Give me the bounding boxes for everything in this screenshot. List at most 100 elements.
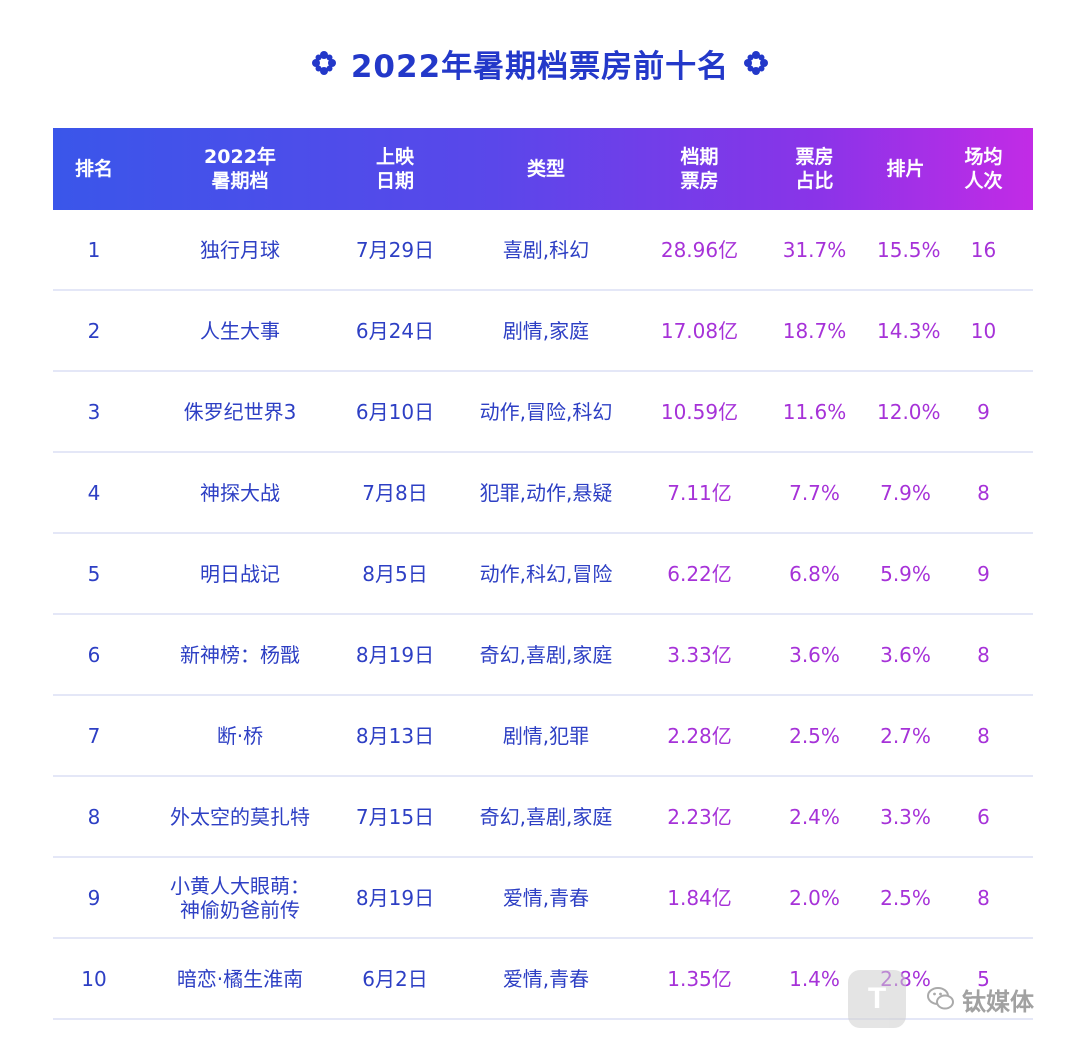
schedule-cell: 5.9% — [880, 561, 931, 586]
film-name-cell: 新神榜：杨戬 — [180, 642, 300, 667]
release-date-cell: 7月15日 — [355, 804, 435, 829]
rank-cell: 6 — [87, 642, 101, 667]
release-date-cell: 8月19日 — [355, 885, 435, 910]
box-office-cell: 1.84亿 — [667, 885, 732, 910]
avg-attendance-cell: 8 — [977, 885, 990, 910]
box-office-table: 排名 2022年 暑期档 上映 日期 类型 档期 票房 票房 占比 排片 场均 … — [53, 128, 1033, 1020]
schedule-cell: 12.0% — [877, 399, 941, 424]
film-name-cell: 神探大战 — [200, 480, 280, 505]
share-cell: 2.5% — [789, 723, 840, 748]
header-schedule: 排片 — [886, 158, 925, 180]
release-date-cell: 6月2日 — [362, 966, 428, 991]
avg-attendance-cell: 8 — [977, 723, 990, 748]
share-cell: 31.7% — [782, 237, 847, 262]
box-office-cell: 3.33亿 — [667, 642, 732, 667]
schedule-cell: 14.3% — [877, 318, 941, 343]
table-row: 1 独行月球 7月29日 喜剧,科幻 28.96亿 31.7% 15.5% 16 — [53, 210, 1033, 291]
film-name-cell: 侏罗纪世界3 — [183, 399, 297, 424]
schedule-cell: 3.3% — [880, 804, 931, 829]
film-name-cell: 独行月球 — [200, 237, 280, 262]
release-date-cell: 7月29日 — [355, 237, 435, 262]
schedule-cell: 7.9% — [880, 480, 931, 505]
header-name: 2022年 暑期档 — [204, 146, 276, 192]
header-rank: 排名 — [74, 158, 113, 180]
film-name-cell: 外太空的莫扎特 — [170, 804, 310, 829]
header-avg-attendance: 场均 人次 — [964, 146, 1003, 192]
avg-attendance-cell: 5 — [977, 966, 990, 991]
schedule-cell: 2.7% — [880, 723, 931, 748]
watermark-text: 钛媒体 — [962, 987, 1034, 1016]
rank-cell: 7 — [87, 723, 101, 748]
watermark: T 钛媒体 — [848, 968, 1048, 1030]
genre-cell: 剧情,犯罪 — [502, 723, 590, 748]
wechat-icon — [927, 987, 954, 1010]
share-cell: 2.4% — [789, 804, 840, 829]
header-box-office: 档期 票房 — [680, 146, 719, 192]
avg-attendance-cell: 16 — [970, 237, 997, 262]
rank-cell: 3 — [87, 399, 101, 424]
table-row: 7 断·桥 8月13日 剧情,犯罪 2.28亿 2.5% 2.7% 8 — [53, 696, 1033, 777]
rank-cell: 9 — [87, 885, 101, 910]
schedule-cell: 2.5% — [880, 885, 931, 910]
rank-cell: 2 — [87, 318, 101, 343]
release-date-cell: 8月19日 — [355, 642, 435, 667]
box-office-cell: 28.96亿 — [660, 237, 739, 262]
avg-attendance-cell: 10 — [970, 318, 997, 343]
rank-cell: 1 — [87, 237, 101, 262]
table-header: 排名 2022年 暑期档 上映 日期 类型 档期 票房 票房 占比 排片 场均 … — [53, 128, 1033, 210]
table-row: 6 新神榜：杨戬 8月19日 奇幻,喜剧,家庭 3.33亿 3.6% 3.6% … — [53, 615, 1033, 696]
share-cell: 2.0% — [789, 885, 840, 910]
box-office-cell: 17.08亿 — [660, 318, 739, 343]
box-office-cell: 10.59亿 — [660, 399, 739, 424]
share-cell: 3.6% — [789, 642, 840, 667]
release-date-cell: 7月8日 — [362, 480, 428, 505]
share-cell: 11.6% — [782, 399, 847, 424]
genre-cell: 奇幻,喜剧,家庭 — [479, 642, 613, 667]
share-cell: 7.7% — [789, 480, 840, 505]
avg-attendance-cell: 8 — [977, 642, 990, 667]
header-genre: 类型 — [526, 158, 565, 180]
table-row: 10 暗恋·橘生淮南 6月2日 爱情,青春 1.35亿 1.4% 2.8% 5 — [53, 939, 1033, 1020]
film-name-cell: 小黄人大眼萌： 神偷奶爸前传 — [170, 873, 310, 922]
film-name-cell: 断·桥 — [216, 723, 264, 748]
genre-cell: 爱情,青春 — [502, 966, 590, 991]
genre-cell: 爱情,青春 — [502, 885, 590, 910]
genre-cell: 动作,科幻,冒险 — [479, 561, 613, 586]
box-office-cell: 1.35亿 — [667, 966, 732, 991]
flower-icon-right — [744, 51, 769, 75]
table-row: 5 明日战记 8月5日 动作,科幻,冒险 6.22亿 6.8% 5.9% 9 — [53, 534, 1033, 615]
avg-attendance-cell: 9 — [977, 399, 990, 424]
film-name-cell: 暗恋·橘生淮南 — [176, 966, 304, 991]
title-bar: 2022年暑期档票房前十名 — [0, 38, 1080, 88]
release-date-cell: 8月5日 — [362, 561, 428, 586]
release-date-cell: 6月24日 — [355, 318, 435, 343]
flower-icon-left — [311, 51, 336, 75]
schedule-cell: 15.5% — [877, 237, 941, 262]
page-title: 2022年暑期档票房前十名 — [350, 48, 730, 85]
header-date: 上映 日期 — [375, 146, 414, 192]
film-name-cell: 人生大事 — [200, 318, 280, 343]
avg-attendance-cell: 8 — [977, 480, 990, 505]
tmtpost-logo: T — [848, 970, 906, 1028]
share-cell: 18.7% — [782, 318, 847, 343]
rank-cell: 8 — [87, 804, 101, 829]
box-office-cell: 2.28亿 — [667, 723, 732, 748]
genre-cell: 剧情,家庭 — [502, 318, 590, 343]
genre-cell: 犯罪,动作,悬疑 — [479, 480, 613, 505]
table-row: 2 人生大事 6月24日 剧情,家庭 17.08亿 18.7% 14.3% 10 — [53, 291, 1033, 372]
rank-cell: 5 — [87, 561, 101, 586]
table-row: 8 外太空的莫扎特 7月15日 奇幻,喜剧,家庭 2.23亿 2.4% 3.3%… — [53, 777, 1033, 858]
avg-attendance-cell: 6 — [977, 804, 990, 829]
share-cell: 6.8% — [789, 561, 840, 586]
avg-attendance-cell: 9 — [977, 561, 990, 586]
release-date-cell: 6月10日 — [355, 399, 435, 424]
rank-cell: 10 — [81, 966, 107, 991]
box-office-cell: 2.23亿 — [667, 804, 732, 829]
box-office-cell: 6.22亿 — [667, 561, 732, 586]
box-office-cell: 7.11亿 — [667, 480, 732, 505]
schedule-cell: 3.6% — [880, 642, 931, 667]
rank-cell: 4 — [87, 480, 101, 505]
film-name-cell: 明日战记 — [200, 561, 280, 586]
share-cell: 1.4% — [789, 966, 840, 991]
table-row: 3 侏罗纪世界3 6月10日 动作,冒险,科幻 10.59亿 11.6% 12.… — [53, 372, 1033, 453]
